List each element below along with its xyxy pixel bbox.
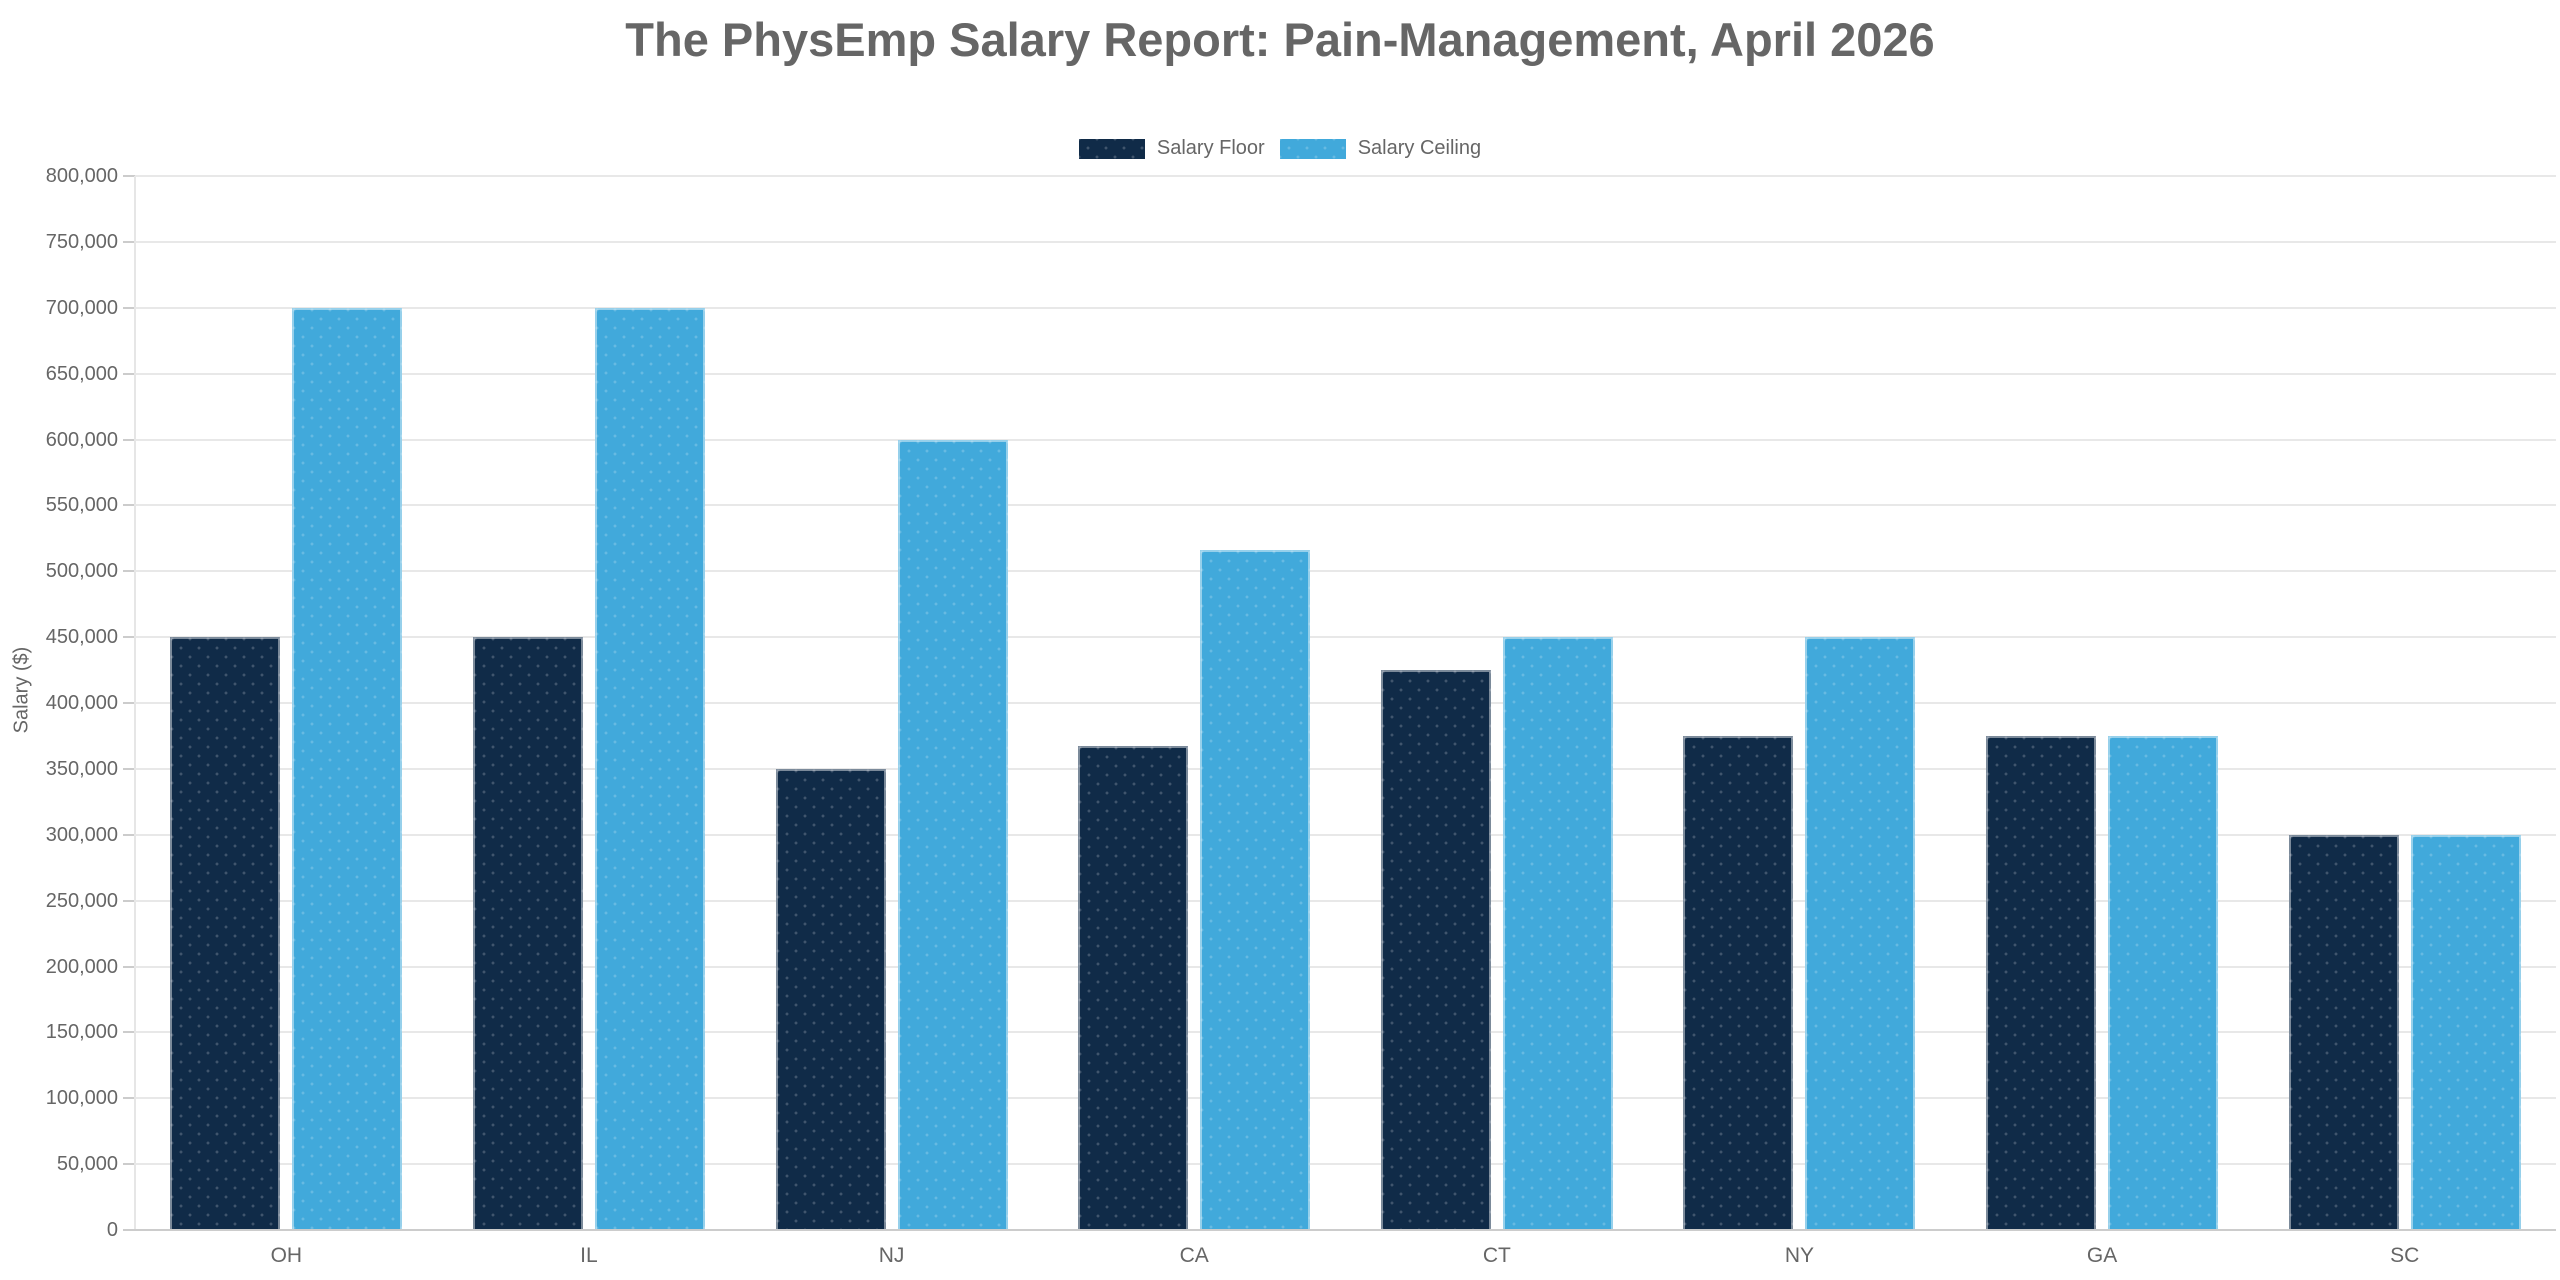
y-tick-mark-300000: [123, 833, 135, 836]
gridline-250000: [135, 899, 2556, 902]
y-tick-label-600000: 600,000: [45, 428, 118, 451]
bar-group-ga: [1951, 176, 2254, 1230]
bar-salary-ceiling-oh[interactable]: [292, 307, 403, 1230]
y-tick-label-650000: 650,000: [45, 362, 118, 385]
y-tick-label-300000: 300,000: [45, 823, 118, 846]
x-axis-label-nj: NJ: [878, 1244, 905, 1267]
y-tick-mark-550000: [123, 504, 135, 507]
y-tick-mark-700000: [123, 306, 135, 309]
bar-salary-floor-il[interactable]: [472, 637, 583, 1230]
legend-label-salary-floor: Salary Floor: [1156, 137, 1265, 159]
gridline-800000: [135, 175, 2556, 177]
bar-salary-ceiling-ny[interactable]: [1805, 637, 1916, 1230]
bar-salary-floor-ny[interactable]: [1683, 735, 1794, 1230]
bar-group-sc: [2253, 176, 2556, 1230]
bar-salary-ceiling-ca[interactable]: [1200, 550, 1311, 1230]
legend-swatch-salary-floor: [1078, 138, 1145, 159]
x-axis-label-ct: CT: [1482, 1244, 1511, 1267]
legend-label-salary-ceiling: Salary Ceiling: [1357, 137, 1482, 159]
bar-salary-ceiling-nj[interactable]: [897, 439, 1008, 1230]
gridline-450000: [135, 636, 2556, 639]
x-axis-label-il: IL: [580, 1244, 598, 1267]
y-tick-mark-50000: [123, 1163, 135, 1166]
y-tick-mark-250000: [123, 899, 135, 902]
gridline-400000: [135, 702, 2556, 704]
plot-area: [123, 175, 2556, 1231]
y-tick-mark-800000: [123, 175, 135, 177]
bar-salary-floor-ca[interactable]: [1078, 746, 1189, 1230]
x-axis-label-oh: OH: [270, 1244, 303, 1267]
y-tick-label-800000: 800,000: [45, 165, 118, 187]
bar-group-il: [438, 176, 741, 1230]
y-tick-mark-750000: [123, 240, 135, 243]
bar-group-nj: [740, 176, 1043, 1230]
bar-group-ny: [1648, 176, 1951, 1230]
bar-salary-floor-oh[interactable]: [170, 637, 281, 1230]
x-axis-line: [123, 1229, 2556, 1231]
legend-swatch-salary-ceiling: [1279, 138, 1346, 159]
x-axis-label-ca: CA: [1179, 1244, 1209, 1267]
y-tick-label-50000: 50,000: [56, 1153, 118, 1176]
gridline-200000: [135, 965, 2556, 968]
bar-salary-ceiling-sc[interactable]: [2410, 834, 2521, 1230]
y-tick-label-250000: 250,000: [45, 889, 118, 912]
y-tick-mark-100000: [123, 1097, 135, 1100]
y-tick-mark-400000: [123, 702, 135, 704]
gridline-350000: [135, 767, 2556, 770]
x-axis-label-ga: GA: [2086, 1244, 2118, 1267]
bar-group-oh: [135, 176, 438, 1230]
gridline-150000: [135, 1031, 2556, 1034]
gridline-100000: [135, 1097, 2556, 1100]
gridline-750000: [135, 240, 2556, 243]
bar-salary-floor-sc[interactable]: [2288, 834, 2399, 1230]
chart-title: The PhysEmp Salary Report: Pain-Manageme…: [625, 13, 1935, 66]
bar-salary-floor-nj[interactable]: [775, 768, 886, 1230]
y-tick-label-450000: 450,000: [45, 626, 118, 649]
gridline-600000: [135, 438, 2556, 441]
bar-salary-floor-ga[interactable]: [1986, 735, 2097, 1230]
y-axis: 0 50,000 100,000 150,000 200,000 250,000 300,0…: [0, 166, 135, 1240]
gridline-550000: [135, 504, 2556, 507]
bar-salary-ceiling-ga[interactable]: [2108, 735, 2219, 1230]
y-tick-label-100000: 100,000: [45, 1087, 118, 1110]
y-tick-label-150000: 150,000: [45, 1021, 118, 1044]
y-tick-label-400000: 400,000: [45, 692, 118, 714]
y-tick-mark-200000: [123, 965, 135, 968]
y-tick-label-0: 0: [106, 1219, 118, 1241]
y-tick-mark-350000: [123, 767, 135, 770]
gridline-650000: [135, 372, 2556, 375]
gridline-500000: [135, 570, 2556, 573]
y-tick-mark-150000: [123, 1031, 135, 1034]
y-tick-mark-500000: [123, 570, 135, 573]
y-tick-label-350000: 350,000: [45, 757, 118, 780]
y-tick-label-750000: 750,000: [45, 230, 118, 253]
y-tick-mark-450000: [123, 636, 135, 639]
legend: Salary Floor Salary Ceiling: [0, 137, 2560, 160]
y-tick-label-500000: 500,000: [45, 560, 118, 583]
x-axis-label-ny: NY: [1784, 1244, 1815, 1267]
y-tick-label-550000: 550,000: [45, 494, 118, 517]
bar-salary-ceiling-ct[interactable]: [1502, 637, 1613, 1230]
gridline-300000: [135, 833, 2556, 836]
y-tick-label-700000: 700,000: [45, 296, 118, 319]
y-tick-mark-600000: [123, 438, 135, 441]
gridline-700000: [135, 306, 2556, 309]
bar-salary-ceiling-il[interactable]: [594, 307, 705, 1230]
legend-item-salary-ceiling[interactable]: Salary Ceiling: [1279, 137, 1482, 160]
bar-group-ca: [1043, 176, 1346, 1230]
bar-group-ct: [1346, 176, 1649, 1230]
gridline-50000: [135, 1163, 2556, 1166]
y-tick-label-200000: 200,000: [45, 955, 118, 978]
x-axis-labels: OH IL NJ CA CT NY GA SC: [135, 1244, 2556, 1268]
bar-salary-floor-ct[interactable]: [1380, 670, 1491, 1230]
bar-groups-layer: [135, 176, 2556, 1230]
y-tick-mark-650000: [123, 372, 135, 375]
x-axis-label-sc: SC: [2390, 1244, 2420, 1267]
legend-item-salary-floor[interactable]: Salary Floor: [1078, 137, 1265, 160]
